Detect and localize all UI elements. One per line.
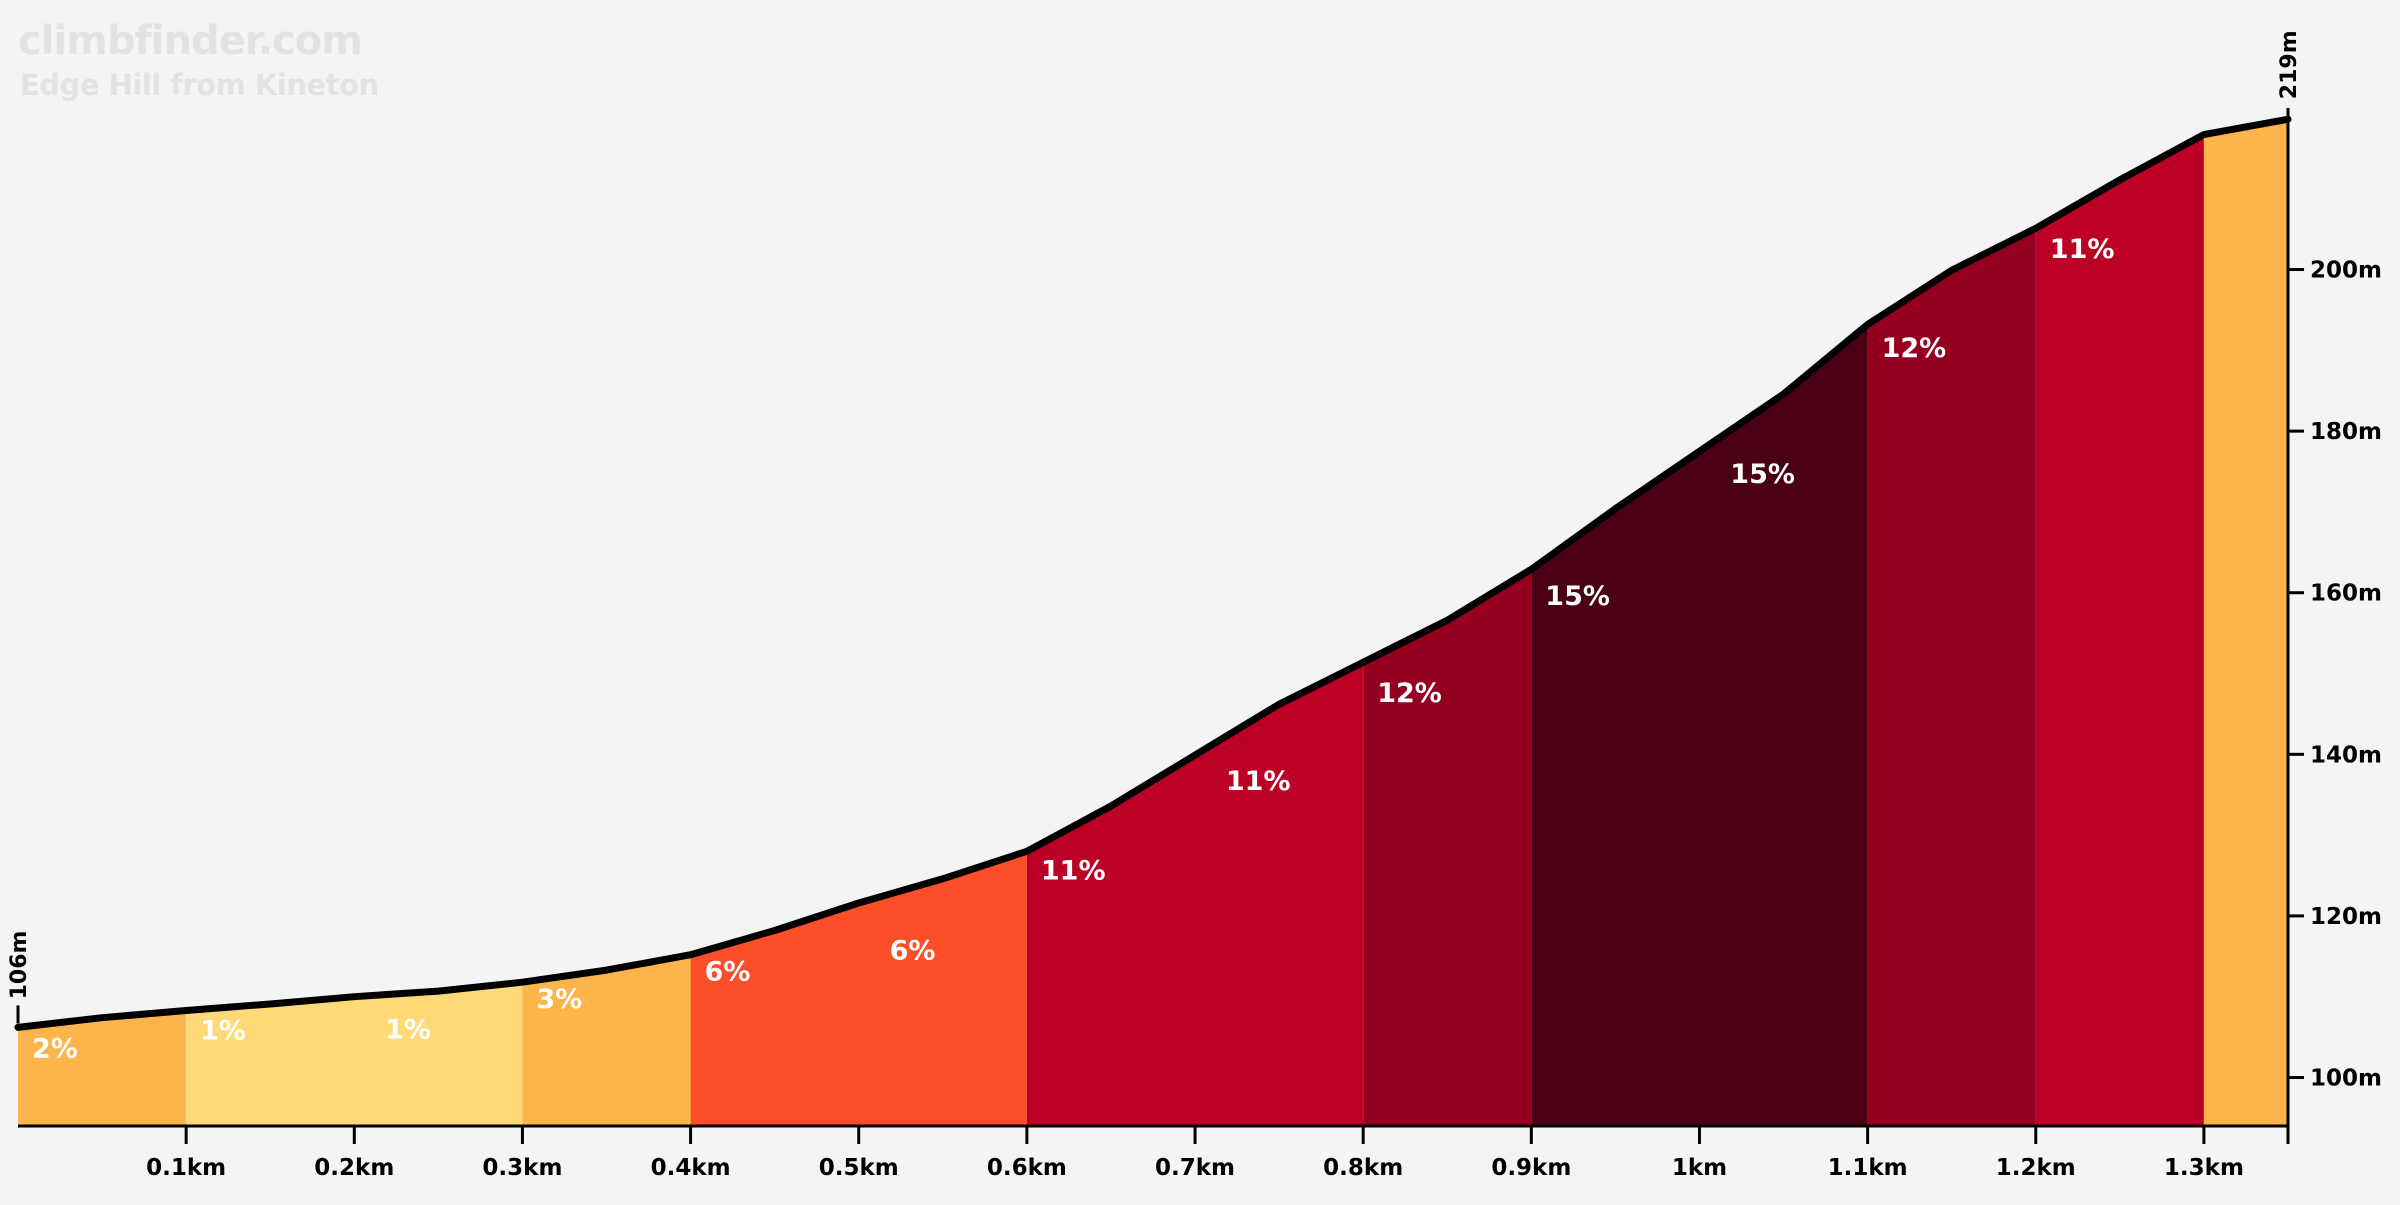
gradient-label: 15% [1730,459,1795,490]
x-tick-label: 0.9km [1491,1155,1571,1181]
x-tick-label: 0.5km [819,1155,899,1181]
x-tick-label: 1.3km [2164,1155,2244,1181]
gradient-segment [2035,134,2204,1127]
x-tick-label: 1.1km [1828,1155,1908,1181]
gradient-segment [1531,324,1868,1126]
gradient-label: 3% [536,984,582,1015]
gradient-segment [690,851,1027,1126]
start-elevation-label: 106m [7,931,32,1000]
x-tick-label: 1km [1672,1155,1727,1181]
x-tick-label: 0.8km [1323,1155,1403,1181]
gradient-segment [186,982,523,1126]
gradient-label: 1% [385,1015,431,1046]
y-tick-label: 160m [2310,581,2382,607]
gradient-label: 15% [1545,581,1610,612]
x-tick-label: 0.6km [987,1155,1067,1181]
end-elevation-label: 219m [2277,30,2302,99]
gradient-segment [1363,569,1532,1126]
site-watermark: climbfinder.com [18,18,363,64]
y-tick-label: 180m [2310,419,2382,445]
x-tick-label: 0.1km [146,1155,226,1181]
x-tick-label: 1.2km [1996,1155,2076,1181]
gradient-labels: 2% 1% 3% 6% 11% 12% 15% 12% 11% 1% 6% 11% 15% [32,234,2114,1064]
gradient-label: 2% [32,1033,78,1064]
y-tick-label: 120m [2310,904,2382,930]
gradient-label: 12% [1882,333,1947,364]
x-tick-label: 0.2km [314,1155,394,1181]
gradient-label: 11% [1041,856,1106,887]
gradient-segment [1867,228,2036,1127]
gradient-label: 1% [200,1016,246,1047]
elevation-profile-line [14,115,2292,1031]
gradient-label: 11% [1226,766,1291,797]
x-tick-label: 0.3km [482,1155,562,1181]
x-tick-label: 0.4km [651,1155,731,1181]
y-tick-label: 100m [2310,1066,2382,1092]
climb-title: Edge Hill from Kineton [20,68,379,102]
axes: 0.1km 0.2km 0.3km 0.4km 0.5km 0.6km 0.7km 0.8km… [7,30,2382,1181]
gradient-segment [18,1010,187,1126]
gradient-segment [522,954,691,1126]
gradient-segment [1026,662,1364,1126]
gradient-label: 6% [705,957,751,988]
gradient-label: 6% [890,936,936,967]
gradient-segments [18,119,2288,1127]
y-tick-label: 140m [2310,742,2382,768]
x-tick-label: 0.7km [1155,1155,1235,1181]
gradient-label: 12% [1377,678,1442,709]
gradient-label: 11% [2050,234,2115,265]
gradient-segment [2203,119,2288,1126]
y-tick-label: 200m [2310,258,2382,284]
